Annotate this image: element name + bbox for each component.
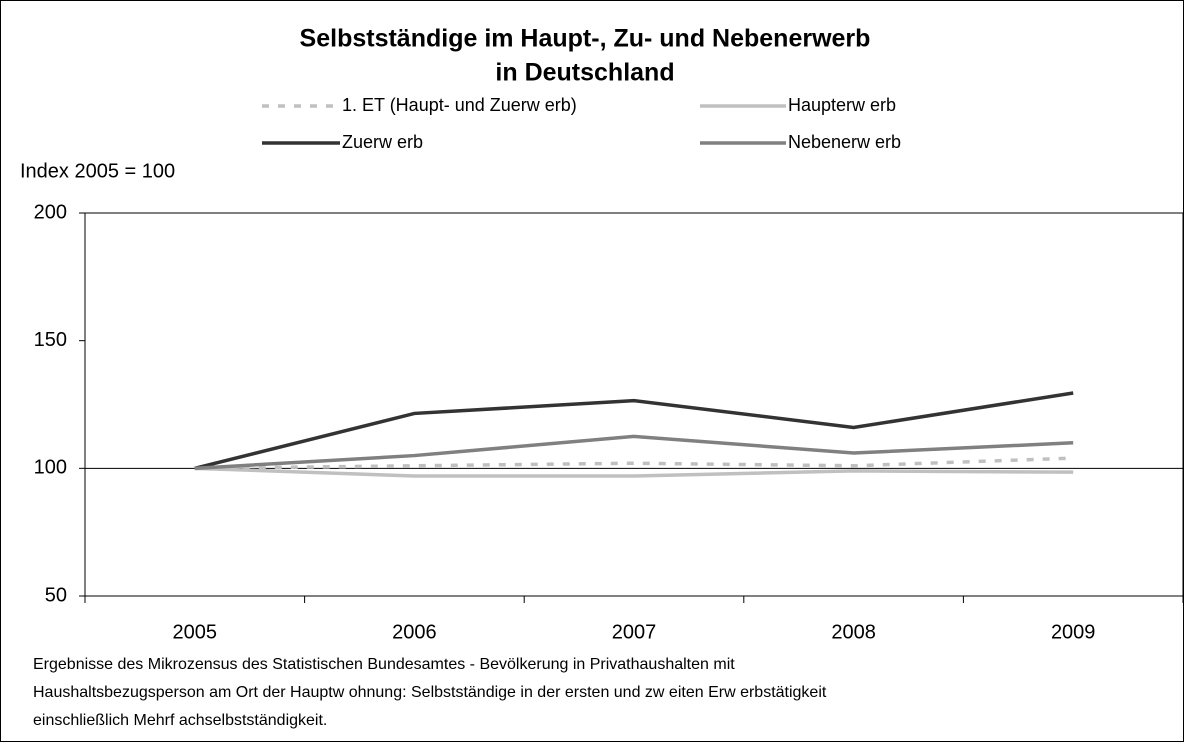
x-tick-label: 2006: [392, 621, 437, 643]
footnote: Ergebnisse des Mikrozensus des Statistis…: [33, 656, 735, 673]
y-axis-label: Index 2005 = 100: [20, 160, 175, 182]
legend-label: Zuerw erb: [342, 132, 423, 152]
chart-title: in Deutschland: [495, 59, 674, 87]
chart-title: Selbstständige im Haupt-, Zu- und Nebene…: [300, 25, 871, 53]
x-tick-label: 2007: [612, 621, 657, 643]
plot-area: [84, 212, 1184, 597]
y-tick-label: 150: [34, 329, 67, 351]
series-line: [194, 456, 1074, 471]
legend-label: 1. ET (Haupt- und Zuerw erb): [342, 95, 577, 115]
legend-label: Nebenerw erb: [788, 132, 901, 152]
y-tick-label: 200: [34, 201, 67, 223]
footnote: einschließlich Mehrf achselbstständigkei…: [33, 712, 327, 729]
series-line: [194, 434, 1074, 471]
footnote: Haushaltsbezugsperson am Ort der Hauptw …: [33, 684, 827, 701]
x-tick-label: 2008: [831, 621, 876, 643]
series-line: [194, 466, 1074, 478]
y-tick-label: 100: [34, 457, 67, 479]
y-tick-label: 50: [45, 584, 67, 606]
legend-label: Haupterw erb: [788, 95, 896, 115]
x-tick-label: 2009: [1051, 621, 1096, 643]
x-tick-label: 2005: [173, 621, 218, 643]
series-line: [194, 391, 1074, 471]
